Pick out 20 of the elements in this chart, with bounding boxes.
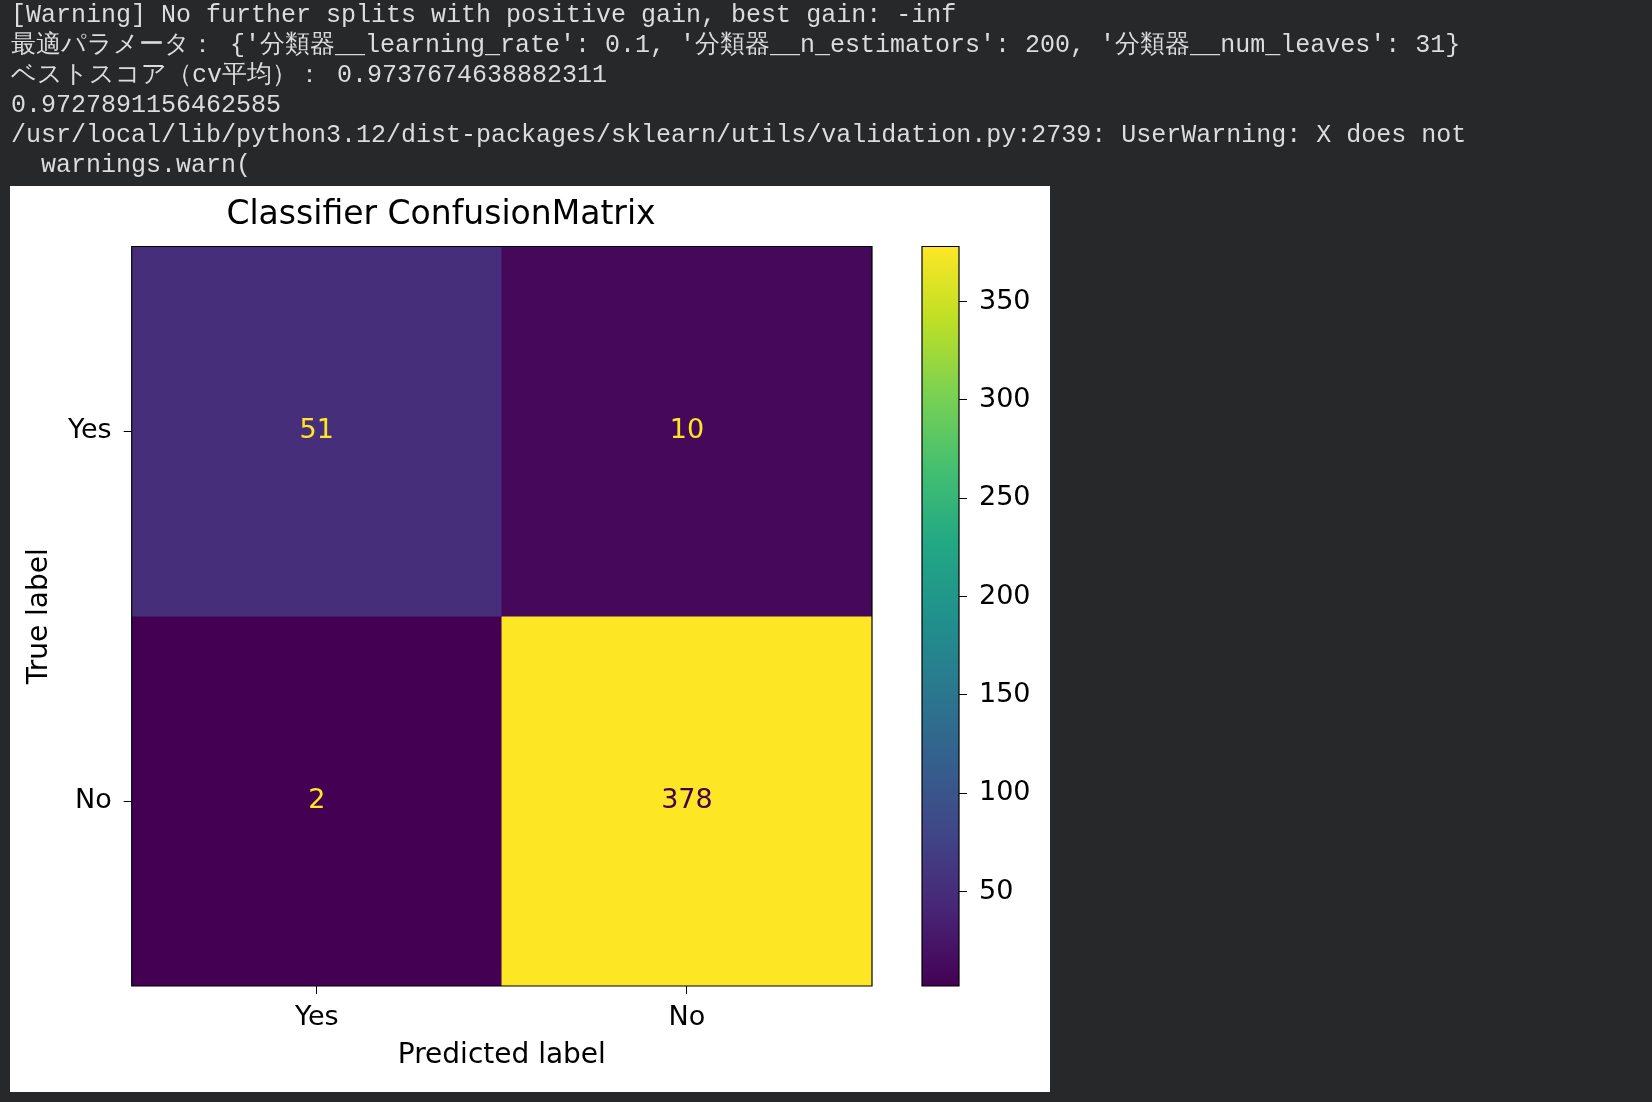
text: ベストスコア（cv平均）： 0.9737674638882311 [11,61,608,91]
x-axis-title: Predicted label [397,1037,606,1071]
chart-title: Classifier ConfusionMatrix [226,193,656,233]
text: 最適パラメータ： {'分類器__learning_rate': 0.1, '分類器__n_estimators': 200, '分類器__num_leaves': 31} [11,31,1461,61]
color-bar-label: 150 [979,676,1031,708]
data-label: 51 [299,413,334,445]
text: warnings.warn( [40,151,252,181]
data-label: 378 [661,783,713,815]
data-label: 10 [669,413,705,445]
color-bar-label: 100 [979,775,1031,807]
y-axis-title: True label [21,548,55,686]
color-bar-label: 350 [979,283,1031,315]
text: 0.9727891156462585 [11,91,282,121]
color-bar-label: 200 [979,578,1031,610]
color-bar-label: 300 [979,381,1031,413]
color-bar-label: 250 [979,480,1031,512]
text: /usr/local/lib/python3.12/dist-packages/sklearn/utils/validation.py:2739: UserWarning: X does not [11,121,1467,151]
text: [Warning] No further splits with positive gain, best gain: -inf [11,1,957,31]
color-bar-label: 50 [979,873,1014,905]
data-label: 2 [308,783,326,815]
